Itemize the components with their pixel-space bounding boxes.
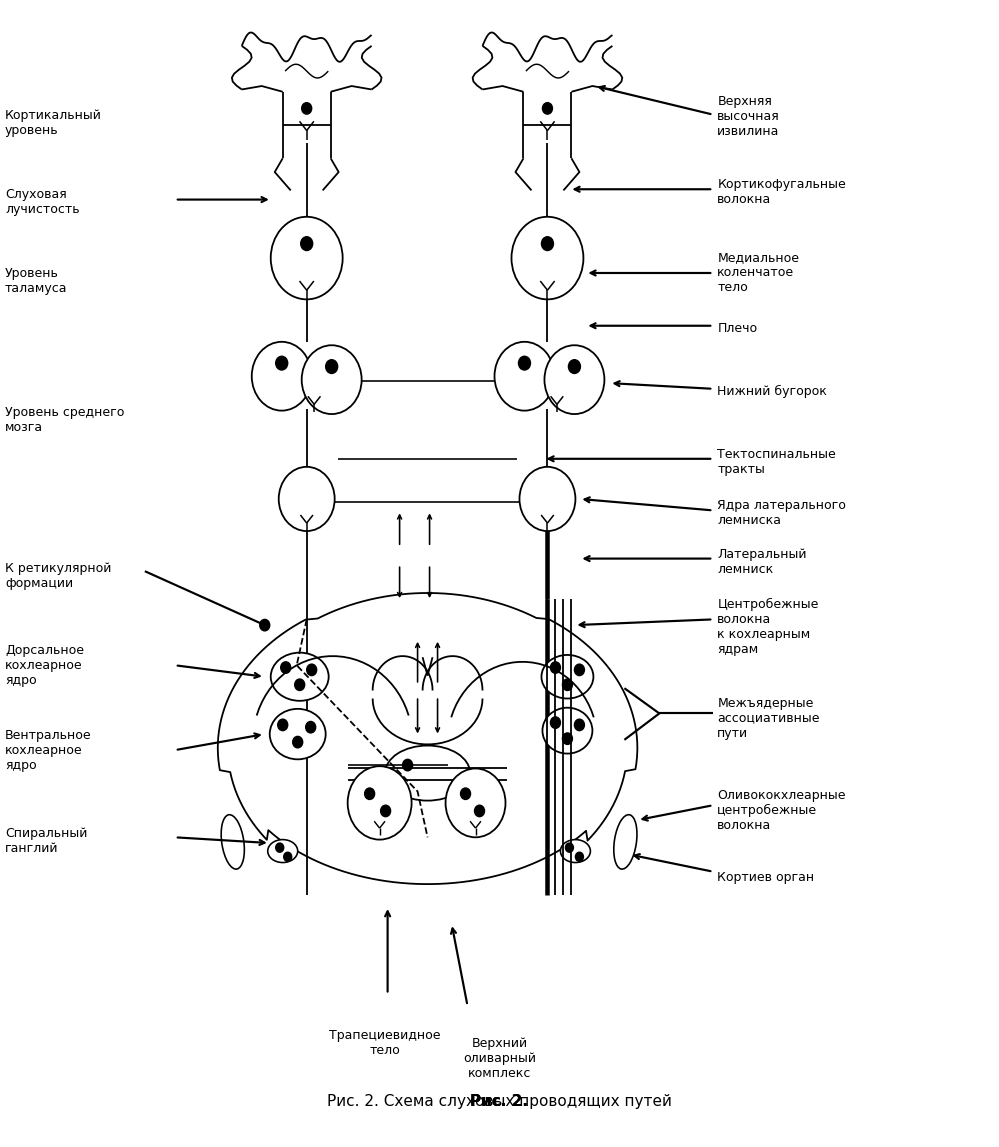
Circle shape [302, 103, 312, 114]
Text: Нижний бугорок: Нижний бугорок [717, 384, 827, 398]
Circle shape [281, 662, 291, 673]
Circle shape [575, 852, 583, 861]
Circle shape [301, 236, 313, 250]
Text: Медиальное
коленчатое
тело: Медиальное коленчатое тело [717, 251, 799, 295]
Circle shape [348, 766, 412, 840]
Text: Плечо: Плечо [717, 321, 757, 335]
Circle shape [252, 342, 312, 411]
Circle shape [519, 467, 575, 531]
Text: Уровень среднего
мозга: Уровень среднего мозга [5, 406, 124, 434]
Circle shape [574, 719, 584, 731]
Ellipse shape [613, 814, 637, 869]
Text: Трапециевидное
тело: Трапециевидное тело [329, 1029, 441, 1056]
Circle shape [403, 759, 413, 771]
Circle shape [565, 843, 573, 852]
Circle shape [550, 717, 560, 728]
Ellipse shape [386, 746, 470, 801]
Circle shape [544, 345, 604, 414]
Text: Межъядерные
ассоциативные
пути: Межъядерные ассоциативные пути [717, 696, 820, 740]
Circle shape [562, 679, 572, 690]
Text: Тектоспинальные
тракты: Тектоспинальные тракты [717, 448, 836, 476]
Text: Уровень
таламуса: Уровень таламуса [5, 267, 68, 295]
Circle shape [279, 467, 335, 531]
Circle shape [381, 805, 391, 817]
Ellipse shape [560, 840, 590, 863]
Text: Вентральное
кохлеарное
ядро: Вентральное кохлеарное ядро [5, 728, 92, 772]
Text: Латеральный
лемниск: Латеральный лемниск [717, 548, 807, 576]
Circle shape [260, 619, 270, 631]
Ellipse shape [270, 709, 326, 759]
Circle shape [475, 805, 485, 817]
Circle shape [276, 357, 288, 370]
Circle shape [562, 733, 572, 744]
Circle shape [278, 719, 288, 731]
Circle shape [574, 664, 584, 676]
Circle shape [446, 768, 505, 837]
Circle shape [284, 852, 292, 861]
Circle shape [365, 788, 375, 799]
Text: Слуховая
лучистость: Слуховая лучистость [5, 188, 80, 216]
Text: Кортикальный
уровень: Кортикальный уровень [5, 109, 102, 136]
Circle shape [568, 360, 580, 374]
Circle shape [295, 679, 305, 690]
Text: Рис. 2.: Рис. 2. [471, 1093, 528, 1109]
Text: Спиральный
ганглий: Спиральный ганглий [5, 827, 87, 855]
Circle shape [511, 217, 583, 299]
Circle shape [518, 357, 530, 370]
Circle shape [326, 360, 338, 374]
Circle shape [541, 236, 553, 250]
Ellipse shape [221, 814, 245, 869]
Ellipse shape [271, 653, 329, 701]
Circle shape [271, 217, 343, 299]
Text: Верхний
оливарный
комплекс: Верхний оливарный комплекс [463, 1037, 536, 1079]
Circle shape [306, 721, 316, 733]
Text: Верхняя
высочная
извилина: Верхняя высочная извилина [717, 95, 780, 139]
Text: Рис. 2. Схема слуховых проводящих путей: Рис. 2. Схема слуховых проводящих путей [327, 1093, 672, 1109]
Ellipse shape [268, 840, 298, 863]
Text: Кортикофугальные
волокна: Кортикофугальные волокна [717, 178, 846, 205]
Text: Рис. 2. Схема слуховых проводящих путей: Рис. 2. Схема слуховых проводящих путей [327, 1093, 672, 1109]
Text: Кортиев орган: Кортиев орган [717, 871, 814, 884]
Text: К ретикулярной
формации: К ретикулярной формации [5, 562, 111, 590]
Circle shape [293, 736, 303, 748]
Circle shape [276, 843, 284, 852]
Ellipse shape [541, 655, 593, 699]
Text: Рис. 2.: Рис. 2. [471, 1093, 528, 1109]
Circle shape [542, 103, 552, 114]
Text: Ядра латерального
лемниска: Ядра латерального лемниска [717, 499, 846, 526]
Ellipse shape [542, 708, 592, 754]
Circle shape [307, 664, 317, 676]
Text: Оливококхлеарные
центробежные
волокна: Оливококхлеарные центробежные волокна [717, 789, 846, 833]
Text: Дорсальное
кохлеарное
ядро: Дорсальное кохлеарное ядро [5, 643, 84, 687]
Circle shape [550, 662, 560, 673]
Circle shape [495, 342, 554, 411]
Text: Центробежные
волокна
к кохлеарным
ядрам: Центробежные волокна к кохлеарным ядрам [717, 599, 818, 656]
Circle shape [302, 345, 362, 414]
Circle shape [461, 788, 471, 799]
